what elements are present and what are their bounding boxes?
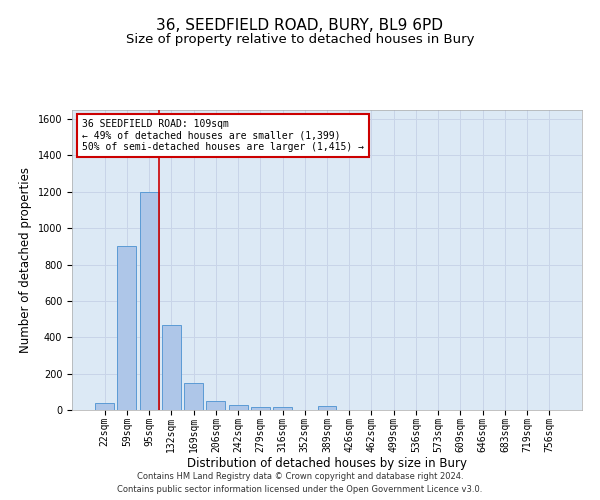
Text: Contains HM Land Registry data © Crown copyright and database right 2024.: Contains HM Land Registry data © Crown c…: [137, 472, 463, 481]
Bar: [229, 404, 248, 410]
Bar: [162, 324, 181, 410]
Text: Contains public sector information licensed under the Open Government Licence v3: Contains public sector information licen…: [118, 485, 482, 494]
Text: 36, SEEDFIELD ROAD, BURY, BL9 6PD: 36, SEEDFIELD ROAD, BURY, BL9 6PD: [157, 18, 443, 32]
Bar: [317, 406, 337, 410]
Bar: [206, 401, 225, 410]
Bar: [118, 246, 136, 410]
Bar: [251, 408, 270, 410]
Bar: [273, 408, 292, 410]
Y-axis label: Number of detached properties: Number of detached properties: [19, 167, 32, 353]
Text: Size of property relative to detached houses in Bury: Size of property relative to detached ho…: [126, 32, 474, 46]
Bar: [140, 192, 158, 410]
Bar: [184, 382, 203, 410]
Text: 36 SEEDFIELD ROAD: 109sqm
← 49% of detached houses are smaller (1,399)
50% of se: 36 SEEDFIELD ROAD: 109sqm ← 49% of detac…: [82, 119, 364, 152]
Bar: [95, 402, 114, 410]
X-axis label: Distribution of detached houses by size in Bury: Distribution of detached houses by size …: [187, 457, 467, 470]
